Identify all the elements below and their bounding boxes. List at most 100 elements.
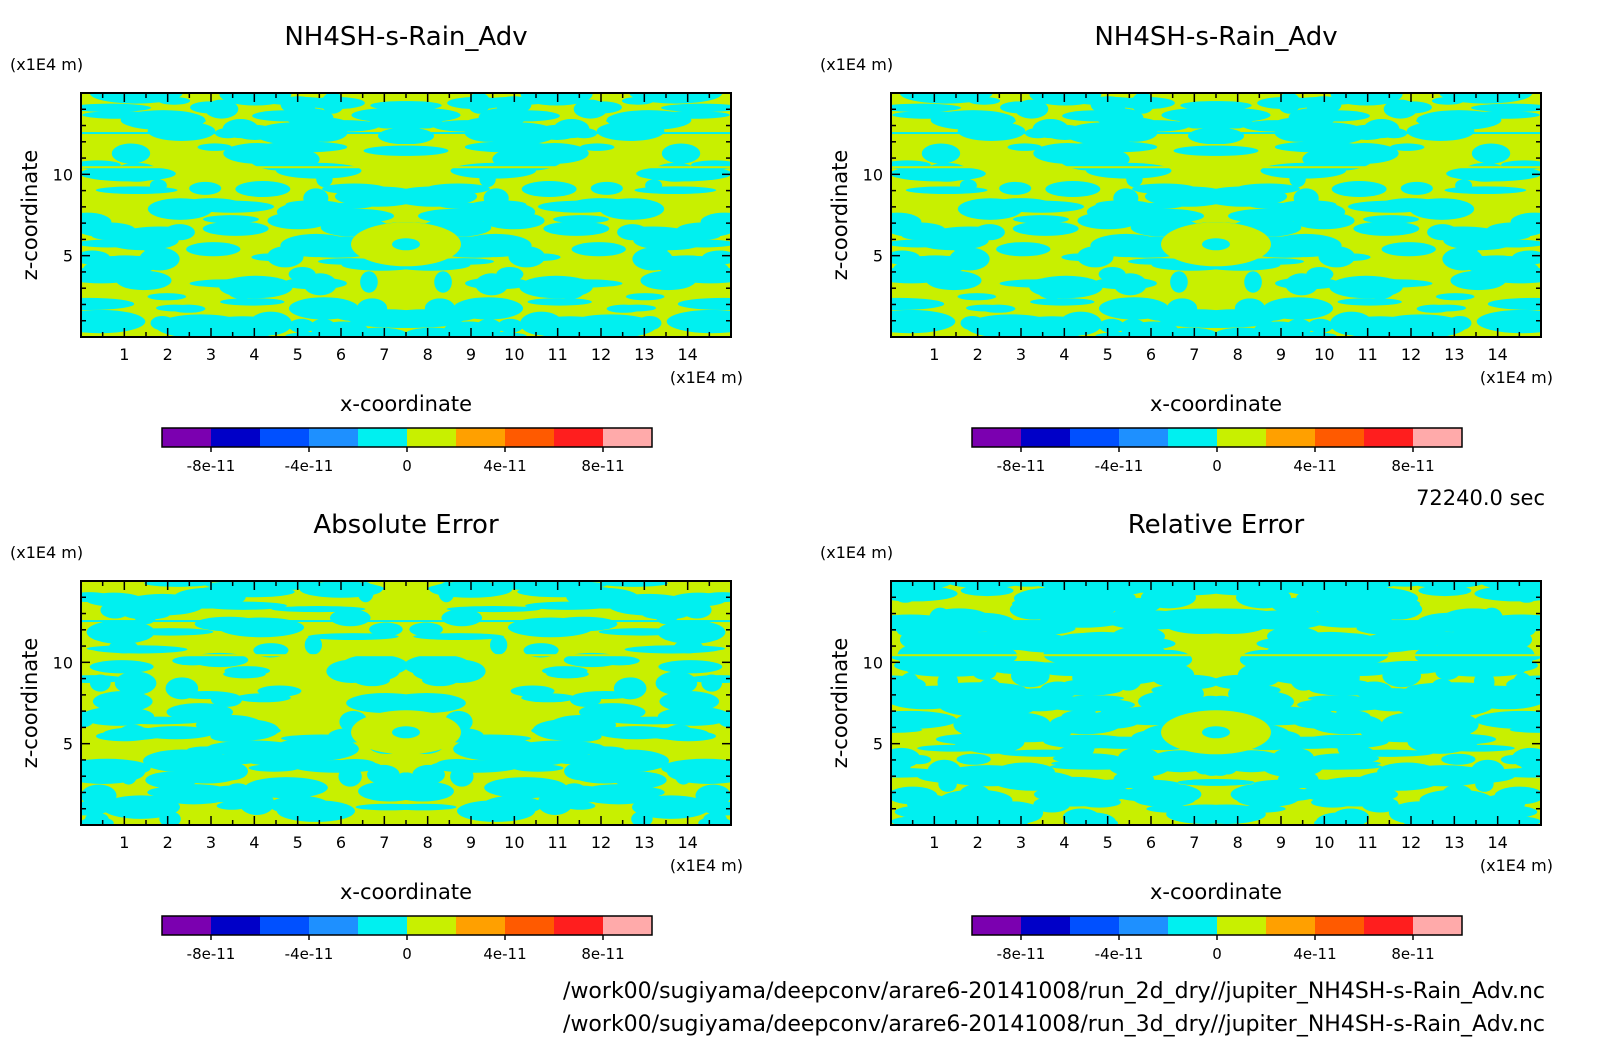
colorbar-tick-label: 4e-11 <box>1293 457 1336 475</box>
colorbar-tick-label: -4e-11 <box>285 457 334 475</box>
x-axis-label: x-coordinate <box>1150 880 1282 904</box>
x-tick-label: 2 <box>163 345 173 364</box>
colorbar-swatch <box>162 916 211 935</box>
x-tick-label: 13 <box>1444 345 1464 364</box>
colorbar-tick-label: 8e-11 <box>1391 945 1434 963</box>
colorbar-tick-label: -4e-11 <box>1095 457 1144 475</box>
y-tick-label: 10 <box>53 165 73 184</box>
colorbar-tick-label: -4e-11 <box>1095 945 1144 963</box>
x-tick-label: 6 <box>1146 345 1156 364</box>
y-axis-label: z-coordinate <box>18 150 42 281</box>
colorbar-swatch <box>358 916 407 935</box>
x-tick-label: 7 <box>1189 345 1199 364</box>
colorbar-tick-label: 4e-11 <box>483 945 526 963</box>
colorbar-swatch <box>260 428 309 447</box>
colorbar-tick-label: -4e-11 <box>285 945 334 963</box>
colorbar-tick-label: 0 <box>1212 945 1222 963</box>
contour-field <box>891 581 1541 825</box>
x-tick-label: 8 <box>423 345 433 364</box>
colorbar-swatch <box>972 428 1021 447</box>
x-tick-label: 10 <box>1314 833 1334 852</box>
x-tick-label: 12 <box>591 833 611 852</box>
colorbar-swatch <box>603 916 652 935</box>
colorbar-swatch <box>211 916 260 935</box>
colorbar-tick-label: -8e-11 <box>187 457 236 475</box>
colorbar-swatch <box>1119 428 1168 447</box>
y-tick-label: 5 <box>873 247 883 266</box>
x-tick-label: 3 <box>1016 345 1026 364</box>
colorbar-swatch <box>1168 428 1217 447</box>
time-label: 72240.0 sec <box>1416 486 1545 510</box>
colorbar-tick-label: 4e-11 <box>483 457 526 475</box>
contour-field <box>81 581 731 825</box>
x-tick-label: 14 <box>1487 345 1507 364</box>
y-tick-label: 5 <box>63 247 73 266</box>
x-tick-label: 5 <box>293 345 303 364</box>
file-path-2: /work00/sugiyama/deepconv/arare6-2014100… <box>563 1012 1545 1037</box>
y-tick-label: 10 <box>53 653 73 672</box>
colorbar-swatch <box>1021 428 1070 447</box>
x-tick-label: 3 <box>206 345 216 364</box>
panel-title: Relative Error <box>1128 510 1305 540</box>
colorbar-swatch <box>603 428 652 447</box>
y-unit-label: (x1E4 m) <box>820 55 893 74</box>
x-tick-label: 5 <box>1103 345 1113 364</box>
colorbar-swatch <box>1266 428 1315 447</box>
x-tick-label: 12 <box>1401 833 1421 852</box>
x-tick-label: 1 <box>929 833 939 852</box>
colorbar-swatch <box>1119 916 1168 935</box>
x-unit-label: (x1E4 m) <box>670 368 743 387</box>
colorbar-tick-label: 0 <box>402 945 412 963</box>
colorbar-tick-label: 8e-11 <box>1391 457 1434 475</box>
contour-field <box>81 93 731 337</box>
colorbar-swatch <box>1364 916 1413 935</box>
colorbar-swatch <box>1217 916 1266 935</box>
x-axis-label: x-coordinate <box>1150 392 1282 416</box>
x-tick-label: 10 <box>504 833 524 852</box>
colorbar-swatch <box>1070 916 1119 935</box>
x-tick-label: 10 <box>1314 345 1334 364</box>
panel-1: NH4SH-s-Rain_Adv(x1E4 m)1 2 3 4 5 6 7 8 9 10 11 12 1… <box>10 22 743 475</box>
x-tick-label: 5 <box>1103 833 1113 852</box>
x-tick-label: 11 <box>1357 833 1377 852</box>
colorbar-swatch <box>505 428 554 447</box>
x-tick-label: 13 <box>634 833 654 852</box>
colorbar-swatch <box>505 916 554 935</box>
file-path-1: /work00/sugiyama/deepconv/arare6-2014100… <box>563 979 1545 1004</box>
x-tick-label: 13 <box>634 345 654 364</box>
y-unit-label: (x1E4 m) <box>10 543 83 562</box>
colorbar-swatch <box>1217 428 1266 447</box>
x-tick-label: 13 <box>1444 833 1464 852</box>
x-tick-label: 4 <box>1059 833 1069 852</box>
x-tick-label: 11 <box>547 345 567 364</box>
x-tick-label: 9 <box>1276 345 1286 364</box>
x-tick-label: 7 <box>379 345 389 364</box>
colorbar-tick-label: -8e-11 <box>187 945 236 963</box>
colorbar-swatch <box>211 428 260 447</box>
panel-4: Relative Error(x1E4 m)1 2 3 4 5 6 7 8 9 10 11 12 13 1… <box>820 510 1553 963</box>
colorbar-swatch <box>1266 916 1315 935</box>
x-tick-label: 4 <box>249 833 259 852</box>
x-unit-label: (x1E4 m) <box>1480 856 1553 875</box>
x-axis-label: x-coordinate <box>340 392 472 416</box>
panel-3: Absolute Error(x1E4 m)1 2 3 4 5 6 7 8 9 10 11 12 13 1… <box>10 510 743 963</box>
x-tick-label: 5 <box>293 833 303 852</box>
colorbar-swatch <box>162 428 211 447</box>
x-tick-label: 1 <box>119 833 129 852</box>
x-tick-label: 10 <box>504 345 524 364</box>
colorbar-tick-label: 8e-11 <box>581 457 624 475</box>
y-tick-label: 5 <box>63 735 73 754</box>
x-tick-label: 12 <box>591 345 611 364</box>
x-tick-label: 4 <box>249 345 259 364</box>
x-tick-label: 8 <box>1233 833 1243 852</box>
y-tick-label: 5 <box>873 735 883 754</box>
x-tick-label: 6 <box>1146 833 1156 852</box>
colorbar-swatch <box>407 916 456 935</box>
colorbar-swatch <box>1413 916 1462 935</box>
x-tick-label: 9 <box>1276 833 1286 852</box>
x-tick-label: 2 <box>163 833 173 852</box>
x-tick-label: 3 <box>1016 833 1026 852</box>
x-axis-label: x-coordinate <box>340 880 472 904</box>
colorbar-swatch <box>260 916 309 935</box>
